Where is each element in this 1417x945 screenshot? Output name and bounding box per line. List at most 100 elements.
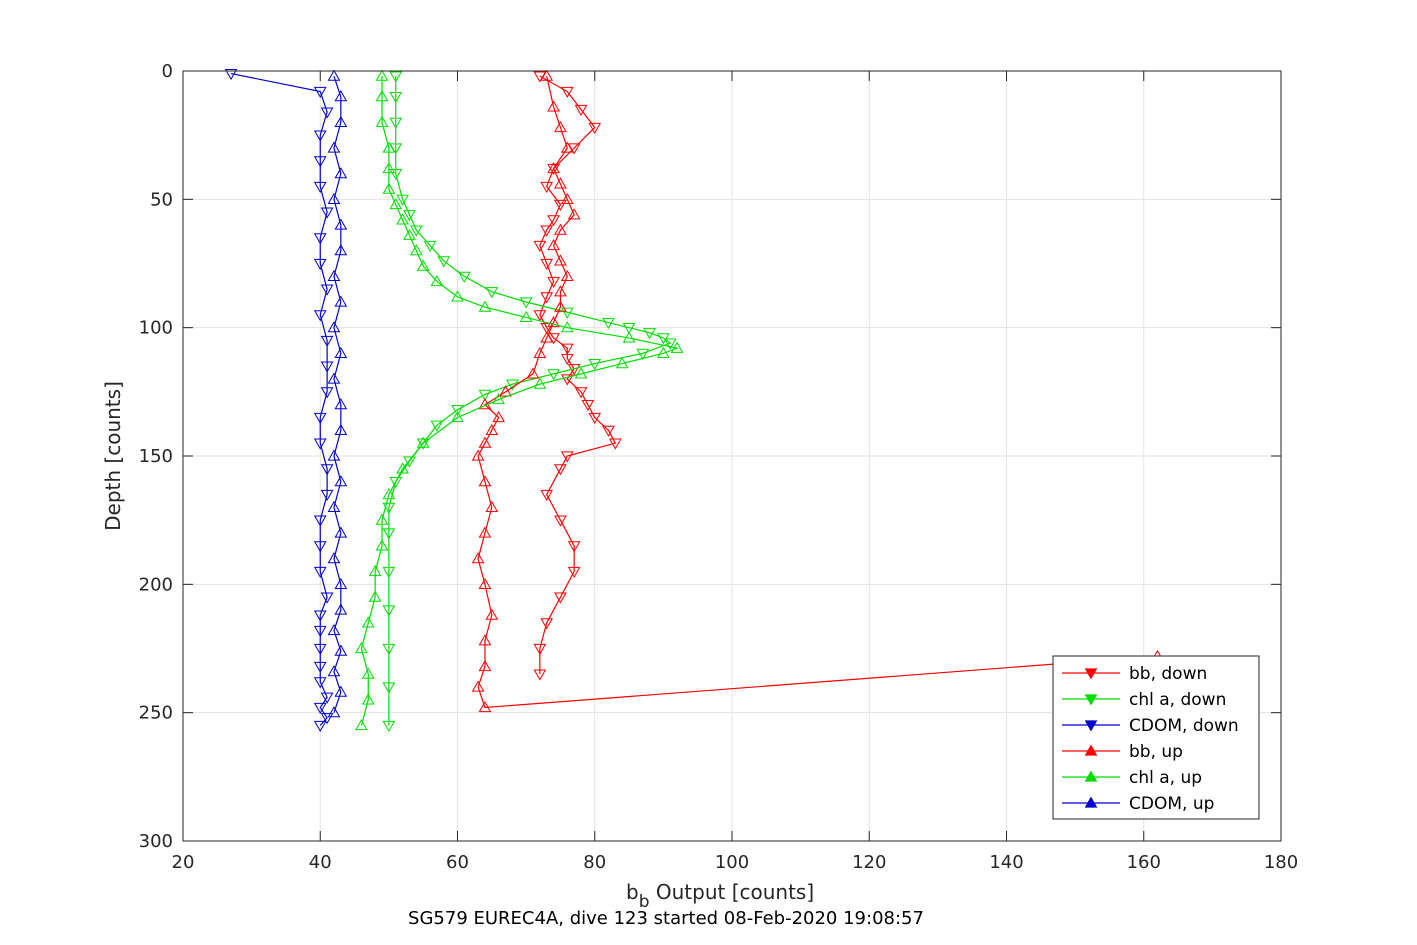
x-tick-label: 60	[446, 852, 469, 873]
data-point	[478, 577, 492, 589]
data-point	[389, 197, 403, 210]
legend: bb, down chl a, down CDOM, down bb, up chl a…	[1052, 655, 1260, 820]
data-point	[574, 104, 588, 117]
data-point	[478, 526, 492, 538]
data-point	[313, 258, 327, 271]
data-point	[334, 685, 348, 697]
data-point	[416, 438, 430, 450]
data-point	[320, 692, 334, 704]
legend-label: CDOM, down	[1129, 716, 1239, 736]
data-point	[396, 462, 409, 474]
data-point	[602, 317, 615, 330]
legend-box	[1052, 655, 1260, 820]
data-point	[670, 341, 684, 353]
series-4	[355, 69, 684, 731]
data-point	[423, 240, 437, 253]
data-point	[560, 343, 574, 355]
legend-label: chl a, down	[1129, 690, 1226, 710]
x-tick-label: 20	[172, 852, 195, 873]
data-point	[327, 321, 341, 333]
data-point	[560, 307, 574, 319]
data-point	[334, 423, 348, 435]
series-1	[382, 71, 677, 733]
data-point	[554, 199, 567, 211]
data-point	[554, 300, 567, 312]
data-point	[313, 86, 327, 99]
data-point	[471, 680, 485, 692]
legend-label: CDOM, up	[1129, 794, 1214, 814]
y-axis-label: Depth [counts]	[101, 381, 125, 531]
data-point	[313, 643, 327, 656]
data-point	[313, 702, 327, 715]
data-point	[471, 449, 485, 461]
data-point	[382, 182, 396, 194]
data-point	[657, 346, 670, 358]
x-tick-label: 80	[583, 852, 606, 873]
legend-entry: CDOM, up	[1062, 794, 1214, 814]
series-line	[388, 76, 672, 726]
legend-entry: chl a, up	[1062, 768, 1202, 788]
data-point	[403, 210, 416, 222]
data-point	[327, 449, 341, 461]
data-point	[430, 420, 444, 432]
data-point	[396, 213, 409, 225]
series-layer	[224, 68, 1164, 733]
data-point	[478, 300, 492, 312]
data-point	[313, 412, 327, 425]
data-point	[320, 464, 334, 476]
data-point	[451, 405, 464, 417]
data-point	[409, 244, 423, 256]
data-point	[313, 566, 327, 579]
data-point	[554, 223, 567, 235]
data-point	[334, 346, 348, 358]
data-point	[313, 677, 327, 689]
data-point	[451, 410, 464, 423]
data-point	[485, 287, 499, 299]
data-point	[320, 284, 334, 296]
legend-entry: bb, up	[1062, 742, 1183, 762]
data-point	[313, 310, 327, 322]
data-point	[602, 425, 615, 437]
data-point	[313, 610, 327, 622]
data-point	[560, 321, 574, 333]
data-point	[320, 361, 334, 373]
data-point	[533, 346, 547, 358]
legend-label: chl a, up	[1129, 768, 1202, 788]
data-point	[327, 665, 341, 677]
data-point	[389, 143, 403, 155]
y-tick-label: 250	[139, 703, 173, 724]
data-point	[478, 659, 492, 672]
x-tick-label: 100	[715, 852, 749, 873]
data-point	[334, 475, 348, 487]
data-point	[533, 310, 547, 322]
data-point	[334, 398, 348, 410]
series-line	[477, 76, 1158, 709]
data-point	[485, 500, 499, 512]
data-point	[334, 167, 348, 179]
data-point	[375, 513, 389, 525]
x-axis-label: bb Output [counts]	[626, 880, 814, 912]
data-point	[588, 412, 602, 425]
data-point	[389, 117, 403, 129]
data-point	[361, 667, 375, 679]
data-point	[382, 502, 396, 514]
data-point	[389, 169, 403, 181]
data-point	[361, 616, 375, 628]
data-point	[416, 259, 430, 271]
data-point	[588, 358, 602, 371]
data-point	[437, 256, 451, 268]
data-point	[547, 100, 560, 112]
data-point	[327, 69, 341, 81]
data-point	[327, 372, 341, 384]
data-point	[622, 323, 636, 335]
data-point	[499, 385, 512, 397]
data-point	[334, 577, 348, 589]
data-point	[560, 451, 574, 463]
data-point	[643, 328, 657, 340]
data-point	[375, 115, 389, 127]
legend-entry: bb, down	[1062, 664, 1207, 684]
data-point	[636, 348, 650, 360]
data-point	[334, 244, 348, 256]
data-point	[368, 590, 382, 602]
